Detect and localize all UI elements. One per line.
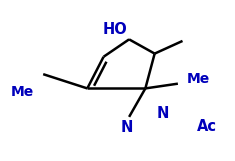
Text: HO: HO bbox=[103, 22, 128, 37]
Text: Me: Me bbox=[11, 85, 34, 99]
Text: N: N bbox=[157, 106, 169, 121]
Text: N: N bbox=[121, 120, 133, 135]
Text: Me: Me bbox=[187, 72, 210, 86]
Text: Ac: Ac bbox=[196, 119, 216, 134]
